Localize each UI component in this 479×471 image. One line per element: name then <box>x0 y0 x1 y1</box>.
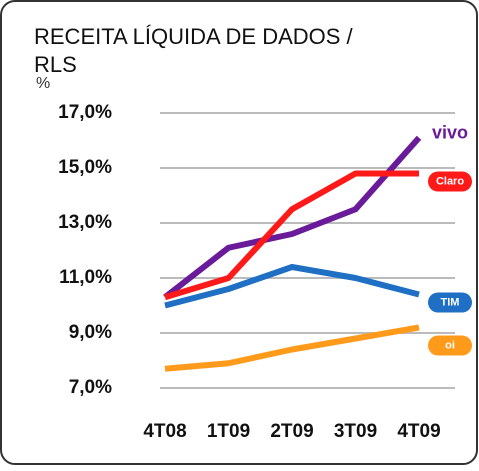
x-tick-label: 1T09 <box>207 421 250 442</box>
legend-badge <box>428 123 472 144</box>
legend-label: Claro <box>436 175 464 187</box>
legend-entry: oi <box>428 335 472 356</box>
series-line <box>163 135 422 300</box>
legend-entry: TIM <box>428 292 472 313</box>
y-tick-label: 17,0% <box>58 102 112 123</box>
legend-label: oi <box>445 339 455 351</box>
y-label: % <box>36 75 50 92</box>
y-tick-label: 13,0% <box>58 212 112 233</box>
series-line <box>164 264 420 309</box>
y-tick-label: 7,0% <box>69 377 112 398</box>
legend-label: TIM <box>441 296 460 308</box>
x-tick-label: 2T09 <box>270 421 313 442</box>
legend-badge <box>428 292 472 313</box>
x-tick-label: 3T09 <box>334 421 377 442</box>
legend-entry: vivo <box>428 123 472 144</box>
y-tick-label: 15,0% <box>58 157 112 178</box>
y-tick-label: 9,0% <box>69 322 112 343</box>
x-tick-label: 4T08 <box>143 421 186 442</box>
series-line <box>164 170 419 301</box>
legend-badge <box>428 171 472 192</box>
legend-entry: Claro <box>428 171 472 192</box>
x-tick-label: 4T09 <box>397 421 440 442</box>
y-tick-label: 11,0% <box>59 267 112 288</box>
legend-badge <box>428 335 472 356</box>
chart-title: RECEITA LÍQUIDA DE DADOS / RLS <box>34 24 354 77</box>
legend-label: vivo <box>432 123 468 143</box>
series-line <box>164 324 420 372</box>
